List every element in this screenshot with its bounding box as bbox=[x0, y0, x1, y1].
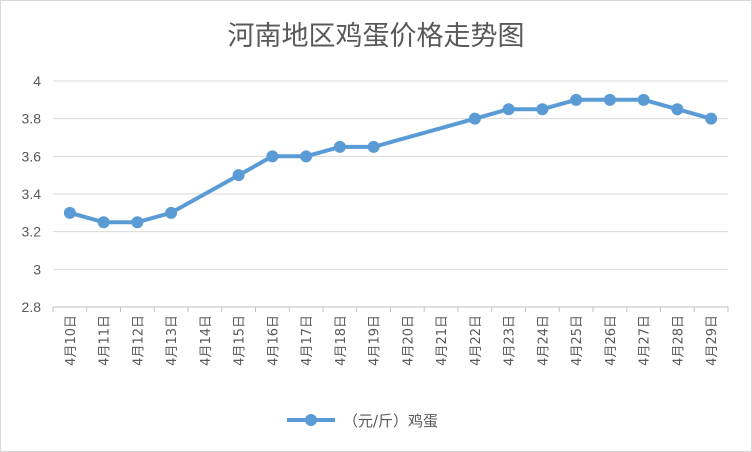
series-line bbox=[63, 93, 718, 229]
x-tick-label: 4月13日 bbox=[165, 315, 180, 366]
y-tick-label: 3.2 bbox=[22, 224, 42, 240]
x-tick-label: 4月29日 bbox=[705, 315, 720, 366]
legend: （元/斤）鸡蛋 bbox=[287, 412, 438, 430]
y-tick-label: 3 bbox=[33, 261, 41, 277]
x-tick-label: 4月12日 bbox=[131, 315, 146, 366]
data-point bbox=[165, 206, 178, 219]
chart-title: 河南地区鸡蛋价格走势图 bbox=[228, 21, 525, 52]
data-point bbox=[705, 112, 718, 125]
data-point bbox=[300, 150, 313, 163]
y-tick-label: 3.8 bbox=[22, 111, 42, 127]
x-tick-label: 4月23日 bbox=[503, 315, 518, 366]
data-point bbox=[232, 169, 245, 182]
x-tick-label: 4月15日 bbox=[233, 315, 248, 366]
x-tick-label: 4月21日 bbox=[435, 315, 450, 366]
data-point bbox=[367, 140, 380, 153]
series-line-path bbox=[67, 97, 714, 225]
x-tick-label: 4月19日 bbox=[368, 315, 383, 366]
x-tick-label: 4月20日 bbox=[401, 315, 416, 366]
gridlines bbox=[53, 80, 728, 308]
y-axis-ticks: 2.8 3 3.2 3.4 3.6 3.8 4 bbox=[22, 73, 42, 315]
x-tick-label: 4月22日 bbox=[469, 315, 484, 366]
data-point bbox=[671, 103, 684, 116]
x-tick-label: 4月18日 bbox=[334, 315, 349, 366]
x-tick-label: 4月16日 bbox=[266, 315, 281, 366]
data-point bbox=[603, 93, 616, 106]
x-tick-label: 4月25日 bbox=[570, 315, 585, 366]
data-point bbox=[131, 216, 144, 229]
y-tick-label: 3.4 bbox=[22, 186, 42, 202]
legend-marker-icon bbox=[305, 414, 317, 426]
x-tick-label: 4月27日 bbox=[638, 315, 653, 366]
legend-label: （元/斤）鸡蛋 bbox=[343, 412, 438, 430]
x-tick-label: 4月28日 bbox=[671, 315, 686, 366]
x-tick-label: 4月14日 bbox=[199, 315, 214, 366]
x-tick-label: 4月24日 bbox=[536, 315, 551, 366]
data-point bbox=[468, 112, 481, 125]
y-tick-label: 3.6 bbox=[22, 148, 42, 164]
x-tick-label: 4月10日 bbox=[64, 315, 79, 366]
data-point bbox=[536, 103, 549, 116]
data-point bbox=[266, 150, 279, 163]
data-point bbox=[333, 140, 346, 153]
data-point bbox=[570, 93, 583, 106]
y-tick-label: 4 bbox=[33, 73, 41, 89]
y-tick-label: 2.8 bbox=[22, 299, 42, 315]
x-tick-label: 4月17日 bbox=[300, 315, 315, 366]
data-point bbox=[97, 216, 110, 229]
x-axis: 4月10日 4月11日 4月12日 4月13日 4月14日 4月15日 4月16日 4月17日… bbox=[52, 307, 729, 366]
x-tick-label: 4月11日 bbox=[98, 315, 113, 366]
data-point bbox=[637, 93, 650, 106]
x-tick-label: 4月26日 bbox=[604, 315, 619, 366]
data-point bbox=[63, 206, 76, 219]
data-point bbox=[502, 103, 515, 116]
